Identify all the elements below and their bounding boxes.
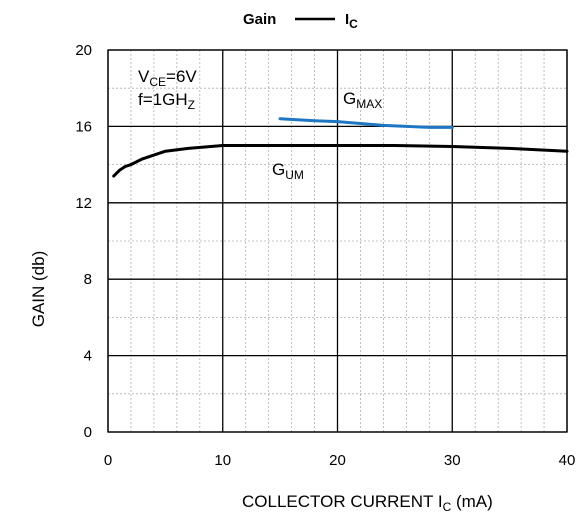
gmax-main: G [343, 89, 356, 108]
x-axis-label-main: COLLECTOR CURRENT I [242, 492, 443, 511]
y-tick-label: 16 [75, 118, 92, 135]
y-tick-label: 20 [75, 42, 92, 59]
series-layer [112, 117, 569, 178]
x-axis-label-suffix: (mA) [451, 492, 493, 511]
x-tick-label: 40 [559, 452, 576, 469]
chart-title-symbol-sub: C [349, 17, 358, 31]
y-tick-label: 12 [75, 195, 92, 212]
gmax-sub: MAX [356, 97, 382, 111]
tick-labels: 0 10 20 30 40 0 4 8 12 16 20 [75, 42, 575, 469]
x-axis-label-sub: C [443, 500, 452, 514]
series-line-gum [112, 144, 569, 178]
freq-annotation: f=1GHZ [138, 90, 195, 112]
gum-sub: UM [285, 168, 304, 182]
chart-title-symbol: IC [345, 11, 358, 31]
x-tick-label: 30 [444, 452, 461, 469]
x-axis-label: COLLECTOR CURRENT IC (mA) [242, 492, 493, 514]
series-label-gum: GUM [272, 160, 304, 182]
freq-main: f=1GH [138, 90, 188, 109]
chart-title-symbol-main: I [345, 11, 349, 28]
y-tick-label: 4 [84, 348, 92, 365]
y-tick-label: 0 [84, 424, 92, 441]
vce-value: =6V [166, 67, 197, 86]
series-line-gmax [278, 117, 454, 129]
x-tick-label: 0 [104, 452, 112, 469]
y-tick-label: 8 [84, 271, 92, 288]
vce-main: V [138, 67, 150, 86]
plot-frame [107, 49, 568, 433]
series-label-gmax: GMAX [343, 89, 382, 111]
vce-annotation: VCE=6V [138, 67, 197, 89]
y-axis-label: GAIN (db) [29, 251, 48, 328]
vce-sub: CE [149, 75, 166, 89]
x-tick-label: 10 [214, 452, 231, 469]
gum-main: G [272, 160, 285, 179]
x-tick-label: 20 [329, 452, 346, 469]
chart-title-prefix: Gain [243, 11, 276, 28]
freq-sub: Z [188, 98, 195, 112]
